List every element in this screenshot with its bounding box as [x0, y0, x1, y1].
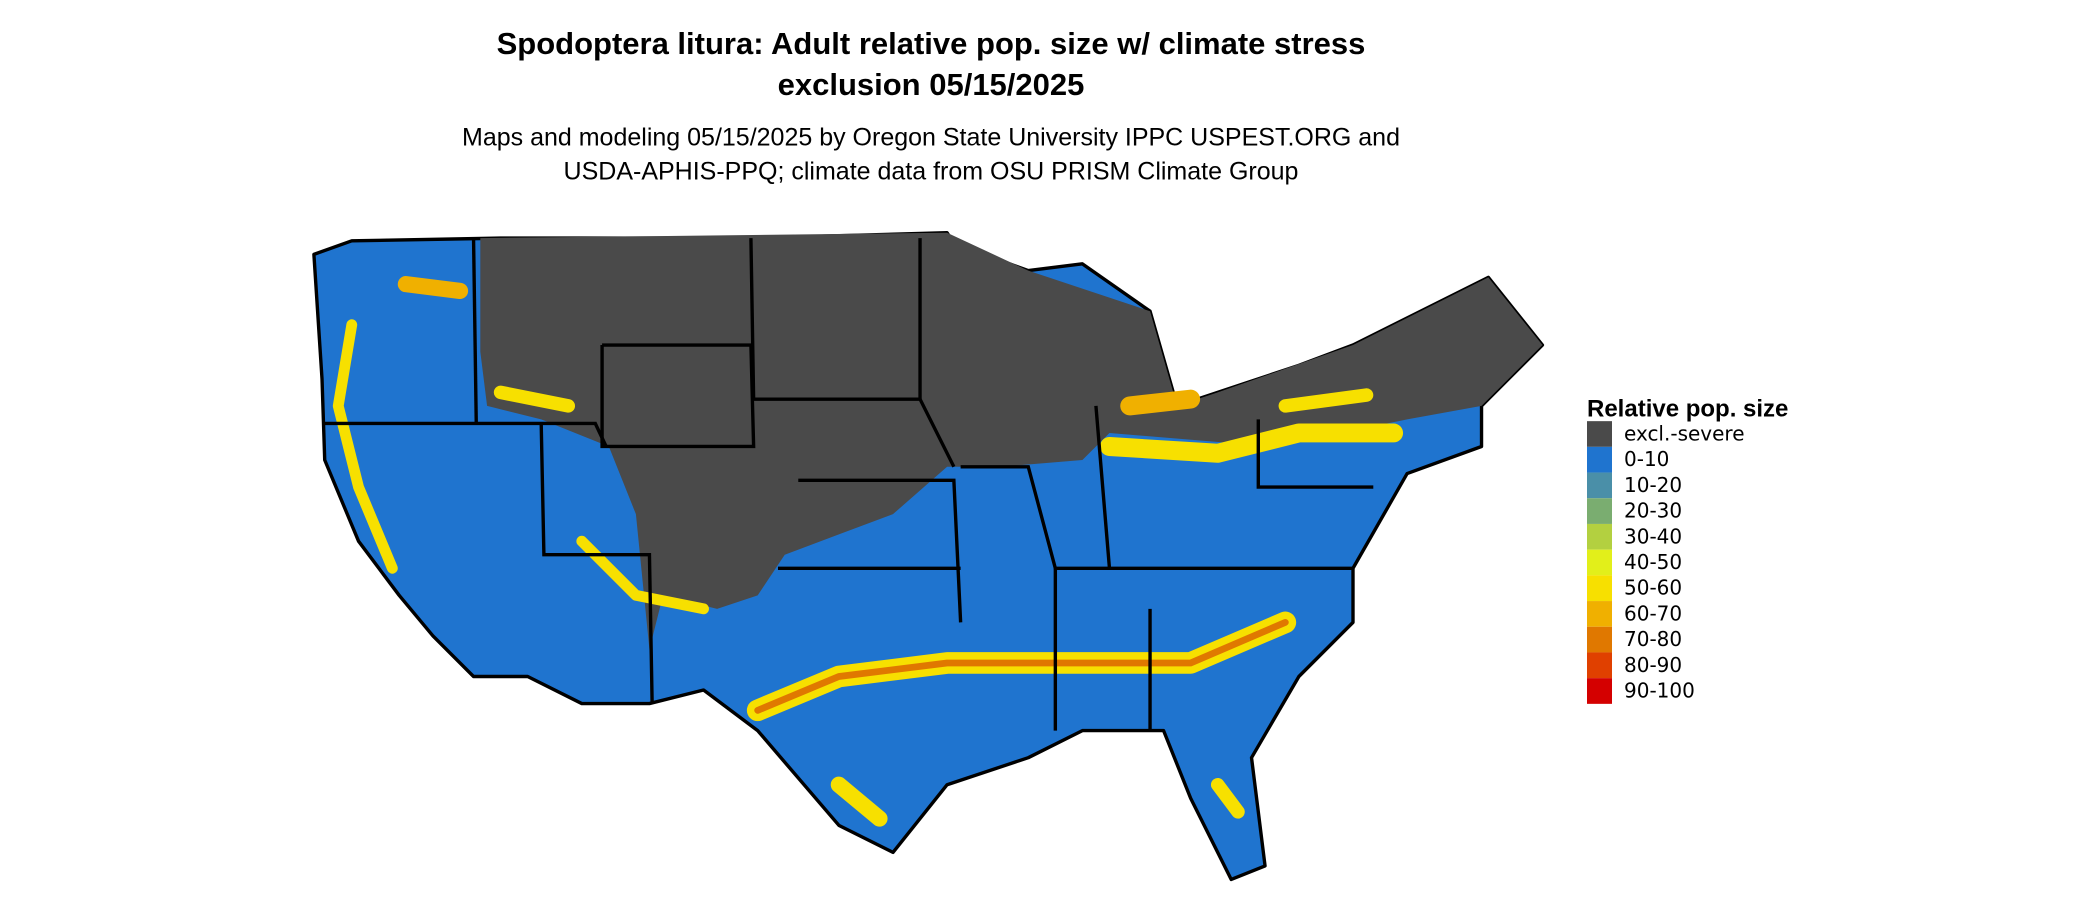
- legend-swatch: [1587, 601, 1612, 627]
- suitability-bands: [332, 276, 1404, 827]
- legend-label: 80-90: [1624, 653, 1682, 677]
- legend-swatch: [1587, 446, 1612, 473]
- legend-label: 20-30: [1624, 499, 1682, 523]
- legend-swatch: [1587, 678, 1612, 704]
- legend-label: 60-70: [1624, 601, 1682, 625]
- legend-label: 90-100: [1624, 679, 1695, 703]
- legend-label: 30-40: [1624, 524, 1682, 548]
- legend-label: 50-60: [1624, 576, 1682, 600]
- legend-label: 70-80: [1624, 627, 1682, 651]
- legend-swatch: [1587, 575, 1612, 602]
- legend-swatch: [1587, 652, 1612, 679]
- legend-swatch: [1587, 421, 1612, 447]
- us-map: [312, 231, 1545, 882]
- legend-swatch: [1587, 626, 1612, 653]
- state-borders: [322, 238, 1374, 731]
- legend-swatch: [1587, 498, 1612, 524]
- title-line: Spodoptera litura: Adult relative pop. s…: [497, 26, 1366, 61]
- legend-label: 0-10: [1624, 447, 1669, 471]
- legend-label: 40-50: [1624, 550, 1682, 574]
- legend-label: 10-20: [1624, 473, 1682, 497]
- legend-swatch: [1587, 549, 1612, 576]
- title-line: exclusion 05/15/2025: [778, 67, 1085, 102]
- legend-label: excl.-severe: [1624, 422, 1745, 446]
- legend-swatch: [1587, 523, 1612, 550]
- legend-swatch: [1587, 472, 1612, 499]
- subtitle-line: USDA-APHIS-PPQ; climate data from OSU PR…: [564, 158, 1299, 186]
- subtitle-line: Maps and modeling 05/15/2025 by Oregon S…: [462, 124, 1400, 152]
- legend-title: Relative pop. size: [1587, 395, 1788, 422]
- excluded-region: [480, 232, 1543, 650]
